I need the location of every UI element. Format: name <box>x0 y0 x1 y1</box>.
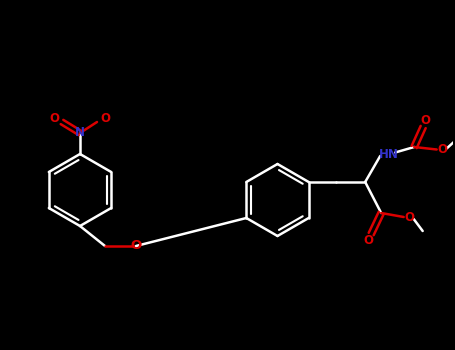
Text: O: O <box>438 143 448 156</box>
Text: N: N <box>75 126 85 140</box>
Text: O: O <box>100 112 110 125</box>
Text: O: O <box>49 112 59 125</box>
Text: O: O <box>404 210 415 224</box>
Text: O: O <box>420 113 430 126</box>
Text: O: O <box>363 234 373 247</box>
Text: HN: HN <box>379 147 399 161</box>
Text: O: O <box>131 239 142 252</box>
